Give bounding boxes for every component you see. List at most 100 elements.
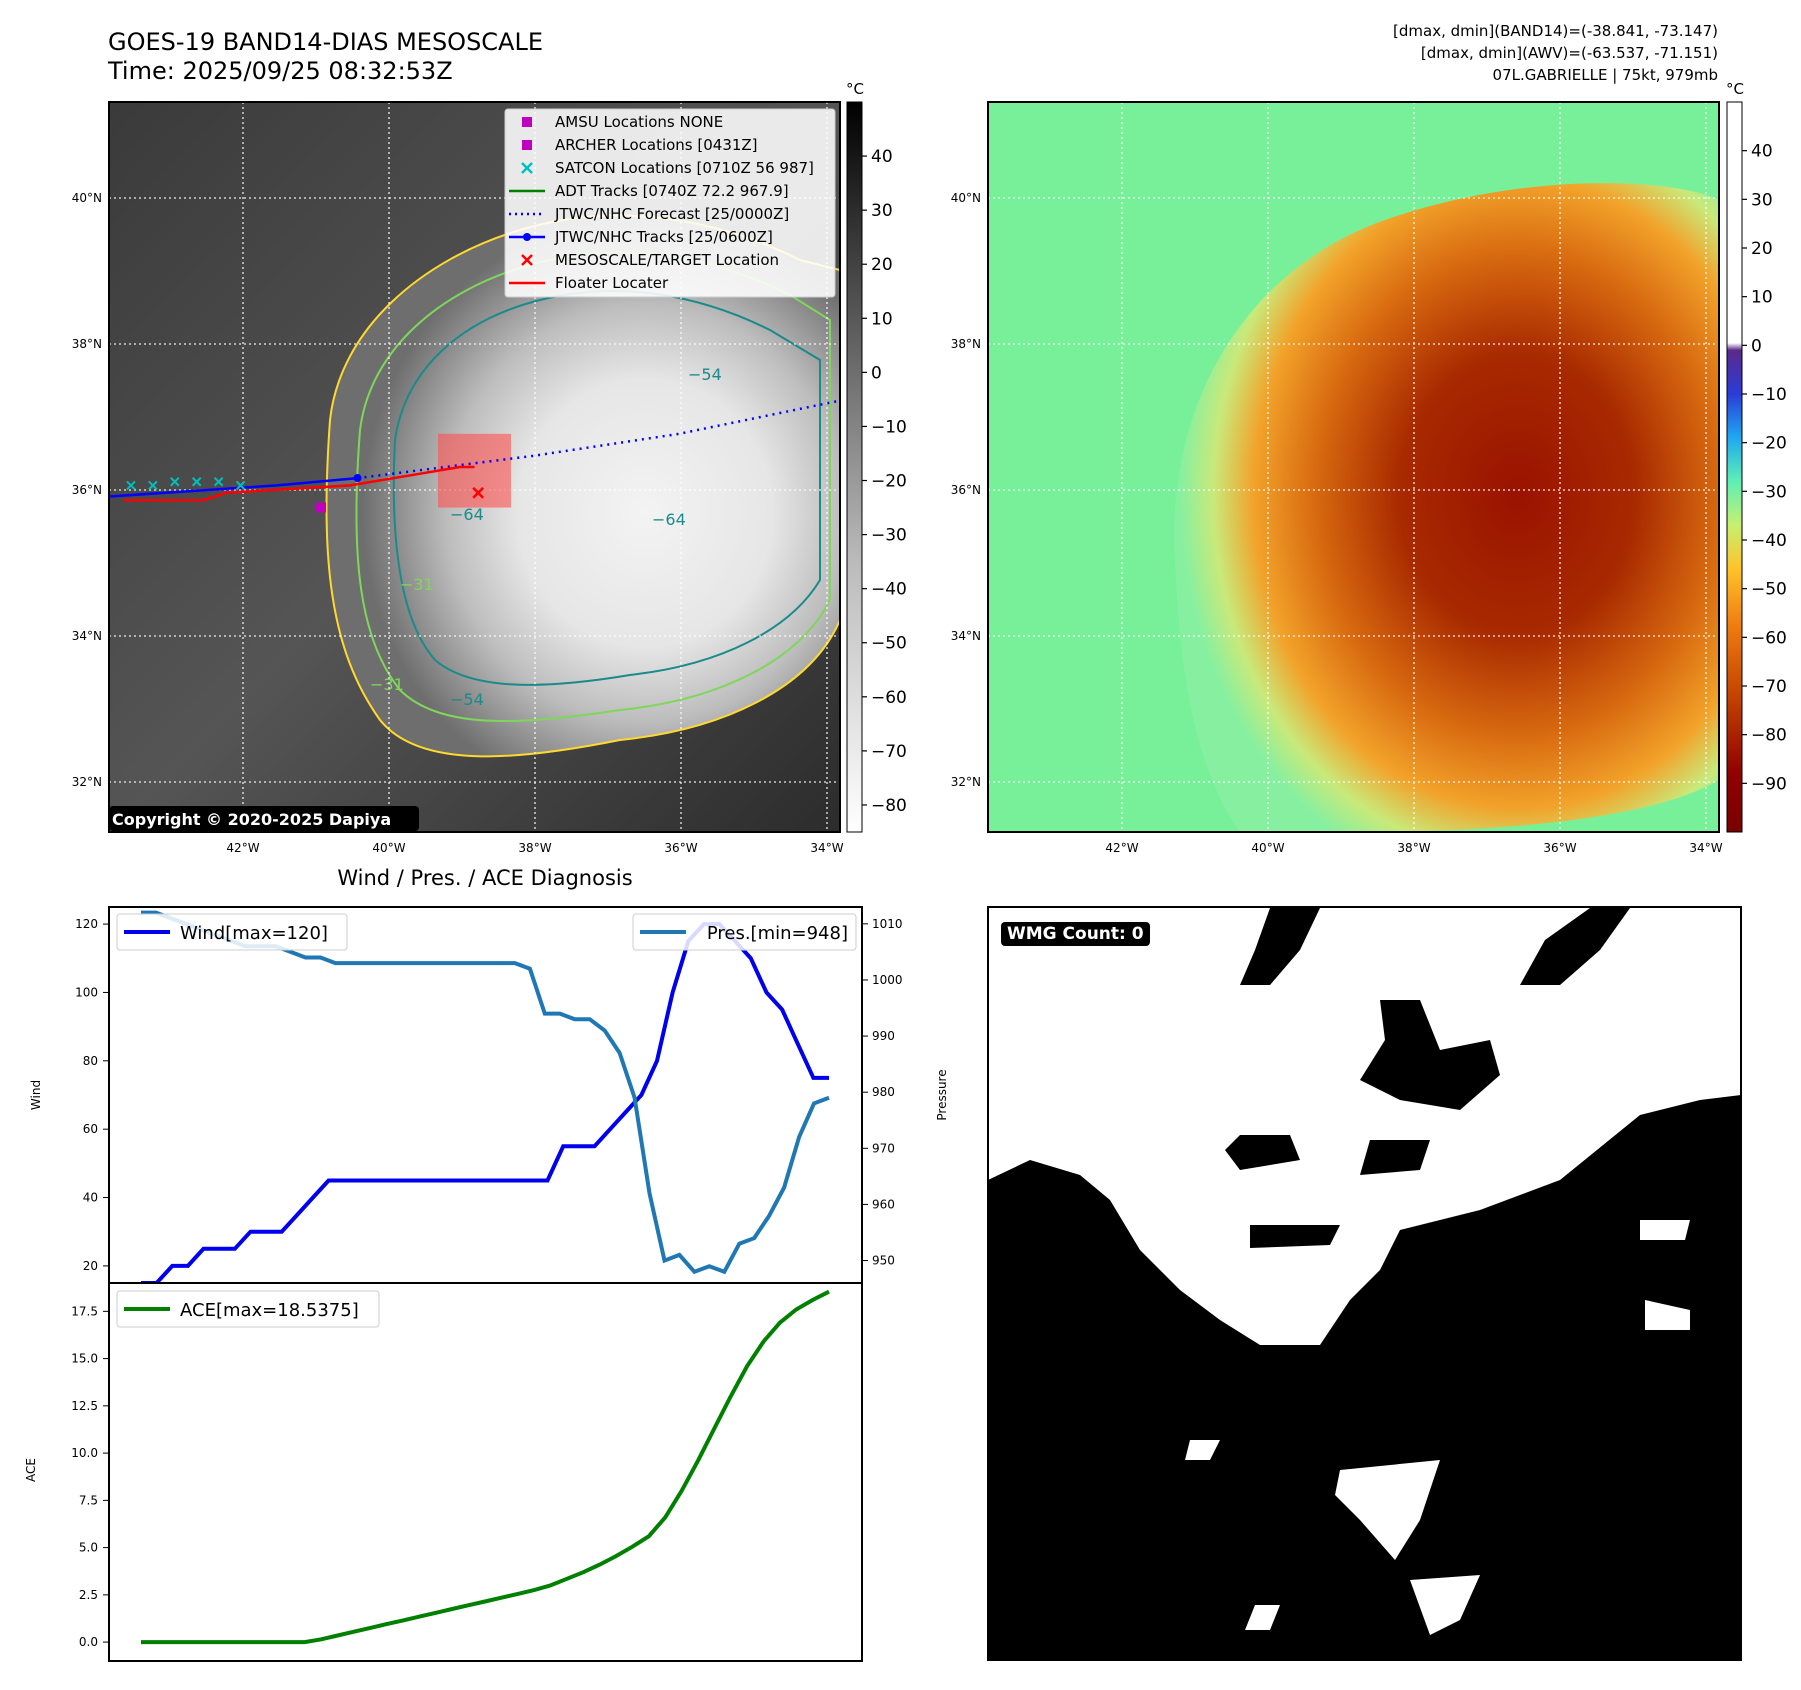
copyright-text: Copyright © 2020-2025 Dapiya — [112, 810, 391, 829]
ace-axis-label: ACE — [24, 1458, 38, 1482]
satcon-marker-stroke — [213, 477, 224, 487]
legend-label: SATCON Locations [0710Z 56 987] — [555, 159, 814, 177]
legend-label: JTWC/NHC Forecast [25/0000Z] — [554, 205, 789, 223]
map-frame — [987, 101, 1720, 833]
legend-entry: Floater Locater — [509, 274, 669, 292]
wmg-light-region — [1245, 1605, 1280, 1630]
ace-frame — [108, 1282, 863, 1662]
satcon-marker-stroke — [148, 480, 158, 491]
awv-range-info: [dmax, dmin](AWV)=(-63.537, -71.151) — [1420, 44, 1718, 62]
cloud-shield — [1174, 183, 1719, 832]
legend-label: ADT Tracks [0740Z 72.2 967.9] — [555, 182, 789, 200]
colorbar-color — [1726, 101, 1743, 833]
ace-tick-label: 10.0 — [71, 1446, 98, 1460]
legend-marker — [522, 117, 532, 127]
diagnosis-title: Wind / Pres. / ACE Diagnosis — [337, 866, 632, 890]
wmg-count-badge: WMG Count: 0 — [1001, 922, 1150, 946]
contour-label: −31 — [370, 675, 404, 694]
legend-label: JTWC/NHC Tracks [25/0600Z] — [554, 228, 773, 246]
contour-green — [355, 251, 831, 723]
wmg-dark-region — [988, 1095, 1741, 1660]
colorbar-tick-label: −30 — [871, 526, 907, 546]
legend-entry: ARCHER Locations [0431Z] — [522, 136, 758, 154]
legend-label: ARCHER Locations [0431Z] — [555, 136, 758, 154]
wind-tick-label: 80 — [83, 1054, 98, 1068]
legend-label: ACE[max=18.5375] — [180, 1300, 359, 1321]
pressure-legend: Pres.[min=948] — [632, 913, 857, 951]
ace-legend: ACE[max=18.5375] — [116, 1290, 380, 1328]
wmg-dark-region — [1225, 1135, 1300, 1170]
ace-tick-label: 15.0 — [71, 1352, 98, 1366]
legend-entry: JTWC/NHC Forecast [25/0000Z] — [509, 205, 789, 223]
ace-plot — [141, 1289, 830, 1645]
map-legend: AMSU Locations NONE ARCHER Locations [043… — [504, 108, 836, 298]
map-axis-ticks: 42°W 40°W 38°W 36°W 34°W 40°N 38°N 36°N 34°N 32°N — [951, 191, 1723, 855]
lon-tick-label: 40°W — [372, 841, 405, 855]
map-frame — [108, 101, 841, 833]
storm-info: 07L.GABRIELLE | 75kt, 979mb — [1492, 66, 1718, 84]
colorbar-tick-label: −40 — [871, 580, 907, 600]
target-marker — [472, 486, 485, 499]
colorbar-tick-label: −50 — [1751, 580, 1787, 600]
colorbar-tick-label: −50 — [871, 634, 907, 654]
satcon-marker-stroke — [126, 480, 136, 491]
lat-tick-label: 34°N — [951, 629, 981, 643]
lon-tick-label: 34°W — [1689, 841, 1722, 855]
ace-tick-label: 17.5 — [71, 1304, 98, 1318]
colorbar-tick-label: 20 — [871, 255, 893, 275]
jtwc-forecast-line — [357, 399, 840, 480]
legend-marker — [521, 162, 533, 174]
contour-yellow — [325, 214, 840, 758]
satcon-marker — [213, 477, 224, 487]
pressure-tick-label: 950 — [872, 1254, 895, 1268]
legend-label: Wind[max=120] — [180, 923, 328, 944]
lon-tick-label: 42°W — [1105, 841, 1138, 855]
satcon-marker — [170, 477, 180, 487]
colorbar-tick-label: 0 — [1751, 336, 1762, 356]
wind-tick-label: 120 — [75, 917, 98, 931]
satcon-marker-stroke — [170, 477, 180, 487]
cloud-shield — [326, 215, 840, 757]
colorbar-tick-label: 40 — [1751, 142, 1773, 162]
lat-tick-label: 32°N — [951, 775, 981, 789]
map-axis-ticks: 42°W 40°W 38°W 36°W 34°W 40°N 38°N 36°N 34°N 32°N — [72, 191, 844, 855]
colorbar-tick-label: 30 — [871, 201, 893, 221]
wind-pressure-axes: 20 40 60 80 100 120 950 960 970 980 990 1000 1010 — [75, 917, 902, 1273]
colorbar-tick-label: −20 — [1751, 434, 1787, 454]
legend-items: AMSU Locations NONE ARCHER Locations [043… — [509, 113, 814, 292]
legend-marker — [523, 233, 531, 241]
colorbar-gray — [846, 101, 863, 833]
colorbar-tick-label: 20 — [1751, 239, 1773, 259]
colorbar-unit: °C — [846, 80, 864, 98]
ace-tick-label: 2.5 — [79, 1588, 98, 1602]
wind-tick-label: 20 — [83, 1259, 98, 1273]
ir-enhanced-map — [988, 102, 1719, 832]
wmg-dark-region — [1360, 1000, 1500, 1110]
legend-box — [116, 1290, 380, 1328]
satcon-marker — [148, 480, 158, 491]
legend-label: Pres.[min=948] — [707, 923, 848, 944]
legend-entry: MESOSCALE/TARGET Location — [521, 251, 779, 269]
satcon-marker-stroke — [192, 477, 202, 487]
colorbar-tick-label: 30 — [1751, 190, 1773, 210]
colorbar-tick-label: −10 — [1751, 385, 1787, 405]
colorbar-tick-label: −70 — [871, 742, 907, 762]
pressure-tick-label: 1010 — [872, 917, 903, 931]
colorbar-tick-label: −60 — [1751, 628, 1787, 648]
wmg-light-region — [1640, 1220, 1690, 1240]
colorbar-tick-label: −90 — [1751, 774, 1787, 794]
wmg-dark-region — [1360, 1140, 1430, 1175]
pressure-axis-label: Pressure — [935, 1069, 949, 1120]
pressure-tick-label: 970 — [872, 1141, 895, 1155]
satcon-marker — [192, 477, 202, 487]
legend-entry: SATCON Locations [0710Z 56 987] — [521, 159, 814, 177]
contour-label: −54 — [688, 365, 722, 384]
ace-axes: 0.0 2.5 5.0 7.5 10.0 12.5 15.0 17.5 — [71, 1304, 109, 1649]
pressure-tick-label: 980 — [872, 1085, 895, 1099]
wmg-frame — [987, 906, 1742, 1661]
contour-teal — [392, 290, 821, 686]
jtwc-track-point — [353, 474, 362, 483]
legend-entry: ADT Tracks [0740Z 72.2 967.9] — [509, 182, 789, 200]
contour-label: −64 — [450, 505, 484, 524]
lat-tick-label: 34°N — [72, 629, 102, 643]
